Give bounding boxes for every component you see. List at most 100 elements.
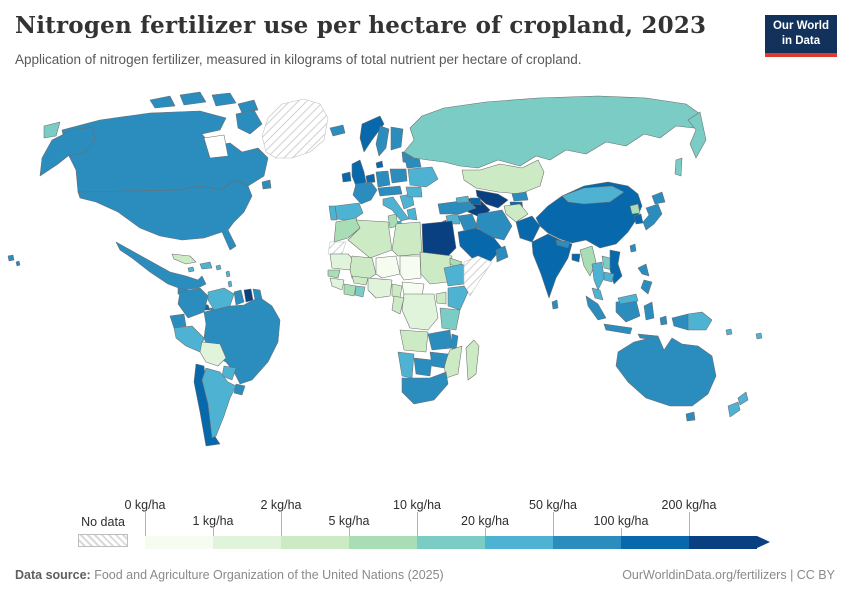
country-ecuador[interactable] <box>169 313 187 329</box>
country-france[interactable] <box>352 181 378 205</box>
country-japan[interactable] <box>642 191 666 231</box>
country-usa[interactable] <box>77 179 253 251</box>
country-philippines[interactable] <box>637 263 653 295</box>
country-mongolia[interactable] <box>561 185 625 205</box>
country-north-korea[interactable] <box>629 203 641 215</box>
country-mauritania[interactable] <box>329 253 353 271</box>
country-pakistan[interactable] <box>515 215 541 243</box>
legend-bin[interactable] <box>281 536 349 549</box>
country-bolivia[interactable] <box>199 341 227 367</box>
country-drc[interactable] <box>401 293 439 331</box>
country-greece[interactable] <box>406 207 418 221</box>
country-portugal[interactable] <box>328 205 338 221</box>
legend-bin[interactable] <box>417 536 485 549</box>
legend-bin[interactable] <box>349 536 417 549</box>
country-usa-alaska[interactable] <box>39 126 96 177</box>
country-russia-kamchatka[interactable] <box>687 111 707 159</box>
country-egypt[interactable] <box>421 220 457 259</box>
country-iraq[interactable] <box>457 213 479 231</box>
country-chad[interactable] <box>399 255 422 281</box>
country-peru[interactable] <box>173 325 205 353</box>
country-norway[interactable] <box>359 115 385 153</box>
country-argentina[interactable] <box>201 367 237 439</box>
country-russia-sakhalin[interactable] <box>674 157 683 177</box>
country-central-europe[interactable] <box>377 185 403 197</box>
country-finland[interactable] <box>390 126 404 151</box>
country-namibia[interactable] <box>397 351 415 379</box>
footer-link[interactable]: OurWorldinData.org/fertilizers | CC BY <box>622 568 835 582</box>
country-kazakhstan[interactable] <box>461 159 545 195</box>
country-georgia[interactable] <box>455 195 470 204</box>
country-nigeria[interactable] <box>367 277 393 299</box>
country-colombia[interactable] <box>177 287 209 319</box>
country-ukraine[interactable] <box>407 166 439 188</box>
country-iran[interactable] <box>475 209 513 241</box>
country-hispaniola[interactable] <box>199 261 213 270</box>
country-niger[interactable] <box>375 255 401 279</box>
country-congo[interactable] <box>391 295 405 315</box>
country-bangladesh[interactable] <box>571 253 581 263</box>
country-oman[interactable] <box>495 245 509 263</box>
country-papua-new-guinea[interactable] <box>687 311 713 331</box>
country-paraguay[interactable] <box>221 365 237 381</box>
country-benelux[interactable] <box>365 173 376 184</box>
country-romania[interactable] <box>405 186 423 198</box>
country-kyrgyzstan[interactable] <box>511 191 529 202</box>
country-italy[interactable] <box>382 196 410 222</box>
country-cuba[interactable] <box>171 253 197 265</box>
country-south-africa[interactable] <box>401 371 449 405</box>
legend-bin[interactable] <box>213 536 281 549</box>
country-madagascar[interactable] <box>465 339 480 381</box>
country-solomon-islands[interactable] <box>725 328 733 336</box>
country-guyana[interactable] <box>233 289 245 306</box>
country-sweden[interactable] <box>375 125 390 157</box>
country-poland[interactable] <box>389 168 408 184</box>
country-lesser-antilles[interactable] <box>225 270 233 288</box>
country-puerto-rico[interactable] <box>215 264 222 271</box>
country-azerbaijan[interactable] <box>469 197 482 206</box>
country-canada-arctic-islands[interactable] <box>149 91 272 190</box>
legend-bin[interactable] <box>145 536 213 549</box>
country-germany[interactable] <box>375 170 391 188</box>
country-western-sahara[interactable] <box>327 241 347 255</box>
country-indonesia[interactable] <box>585 295 689 341</box>
country-suriname[interactable] <box>243 288 254 303</box>
country-uganda[interactable] <box>435 291 447 305</box>
country-jamaica[interactable] <box>187 266 195 273</box>
country-mozambique[interactable] <box>443 345 463 379</box>
country-india[interactable] <box>531 233 573 299</box>
country-angola[interactable] <box>399 329 429 353</box>
country-greenland[interactable] <box>261 98 329 159</box>
country-iceland[interactable] <box>329 124 346 137</box>
country-australia-tasmania[interactable] <box>685 411 696 422</box>
legend-no-data-swatch[interactable] <box>78 534 128 547</box>
country-fiji[interactable] <box>755 332 763 340</box>
country-cameroon[interactable] <box>391 283 403 299</box>
country-morocco[interactable] <box>333 217 361 243</box>
country-new-zealand[interactable] <box>727 391 749 418</box>
country-nepal[interactable] <box>555 239 571 249</box>
country-ghana[interactable] <box>354 285 366 298</box>
country-uk[interactable] <box>351 159 367 187</box>
country-russia[interactable] <box>403 95 701 169</box>
country-south-korea[interactable] <box>633 213 644 225</box>
owid-logo[interactable]: Our World in Data <box>764 15 837 57</box>
country-china[interactable] <box>535 181 643 249</box>
country-tanzania[interactable] <box>439 307 461 331</box>
country-russia-chukotka[interactable] <box>43 121 61 139</box>
country-australia[interactable] <box>615 335 717 407</box>
country-libya[interactable] <box>391 221 423 257</box>
country-malaysia[interactable] <box>591 287 639 305</box>
country-zambia[interactable] <box>427 329 453 351</box>
country-french-guiana[interactable] <box>252 288 263 301</box>
country-uzbekistan[interactable] <box>475 189 509 209</box>
country-mexico[interactable] <box>115 241 207 291</box>
country-kenya[interactable] <box>447 285 469 311</box>
country-botswana[interactable] <box>413 357 433 377</box>
legend-bin[interactable] <box>621 536 689 549</box>
country-guinea[interactable] <box>329 277 345 291</box>
country-denmark[interactable] <box>375 160 384 169</box>
country-somalia[interactable] <box>463 255 493 297</box>
country-cambodia[interactable] <box>603 271 615 283</box>
legend-bin[interactable] <box>485 536 553 549</box>
